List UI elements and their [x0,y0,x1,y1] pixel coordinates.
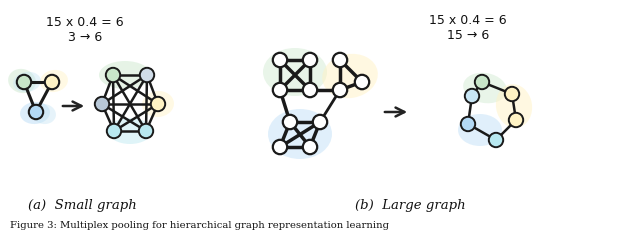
Ellipse shape [463,73,507,103]
Circle shape [17,75,31,89]
Ellipse shape [8,69,36,93]
Circle shape [355,75,369,89]
Circle shape [303,140,317,154]
Circle shape [273,140,287,154]
Ellipse shape [99,61,151,89]
Circle shape [283,115,297,129]
Circle shape [333,53,347,67]
Text: Figure 3: Multiplex pooling for hierarchical graph representation learning: Figure 3: Multiplex pooling for hierarch… [10,221,389,230]
Circle shape [273,83,287,97]
Ellipse shape [322,54,378,98]
Circle shape [273,53,287,67]
Circle shape [475,75,489,89]
Circle shape [333,83,347,97]
Ellipse shape [458,114,502,146]
Text: 15 x 0.4 = 6: 15 x 0.4 = 6 [429,14,507,27]
Ellipse shape [40,70,68,92]
Circle shape [313,115,327,129]
Circle shape [45,75,59,89]
Text: 15 → 6: 15 → 6 [447,29,489,42]
Ellipse shape [108,118,152,144]
Circle shape [29,105,43,119]
Ellipse shape [32,104,56,124]
Ellipse shape [263,48,327,96]
Circle shape [151,97,165,111]
Circle shape [139,124,153,138]
Circle shape [140,68,154,82]
Ellipse shape [13,72,41,92]
Circle shape [95,97,109,111]
Circle shape [508,113,523,127]
Circle shape [303,83,317,97]
Circle shape [303,53,317,67]
Text: 3 → 6: 3 → 6 [68,31,102,44]
Circle shape [107,124,121,138]
Circle shape [489,133,503,147]
Text: (b)  Large graph: (b) Large graph [355,199,465,212]
Text: 15 x 0.4 = 6: 15 x 0.4 = 6 [46,16,124,29]
Ellipse shape [142,91,174,117]
Circle shape [461,117,475,131]
Text: (a)  Small graph: (a) Small graph [27,199,137,212]
Ellipse shape [496,84,532,128]
Circle shape [106,68,120,82]
Circle shape [505,87,519,101]
Ellipse shape [268,109,332,159]
Circle shape [465,89,479,103]
Ellipse shape [20,102,50,124]
